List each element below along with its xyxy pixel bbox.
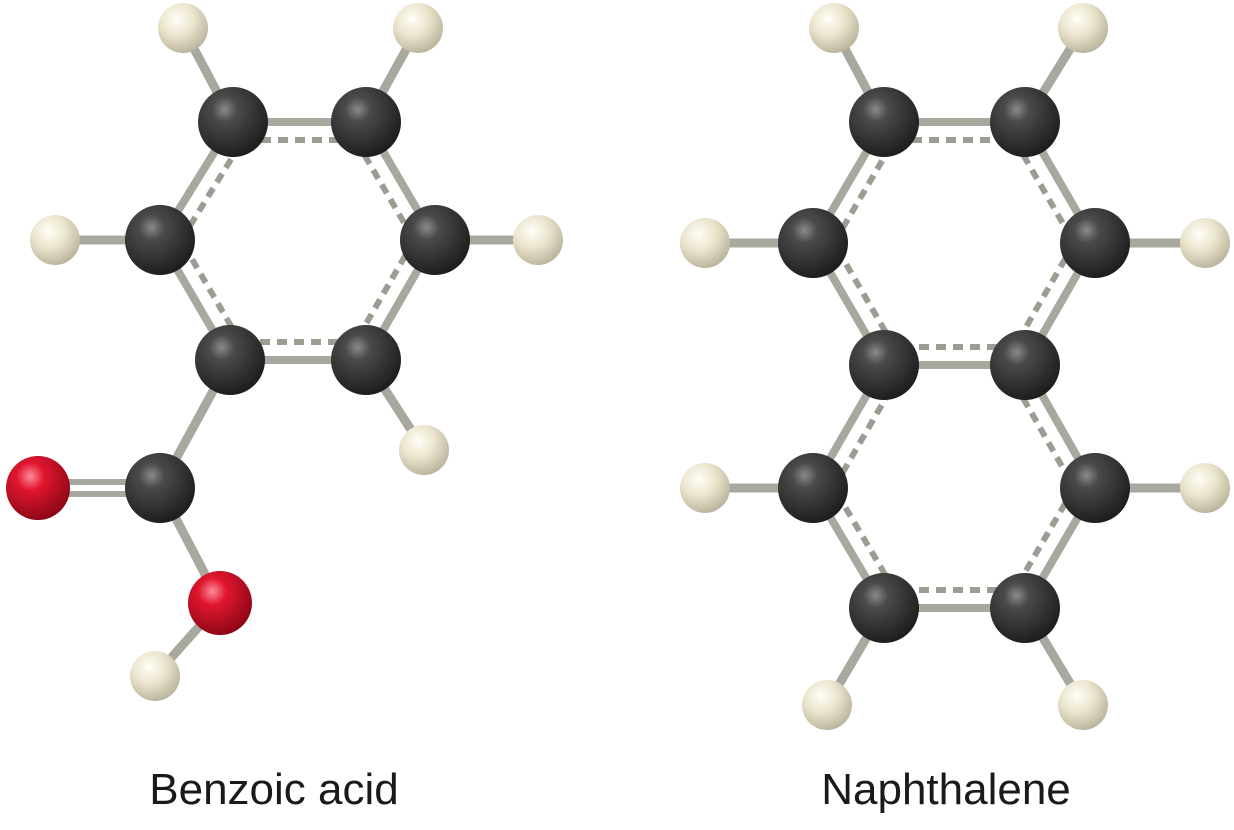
benzoic-ring-bond-dashed xyxy=(361,253,409,329)
hydrogen-atom xyxy=(158,3,208,53)
oxygen-atom xyxy=(188,571,252,635)
carbon-atom xyxy=(125,453,195,523)
carbon-atom xyxy=(990,330,1060,400)
hydrogen-atom xyxy=(1058,3,1108,53)
naphthalene-ring-bond-dashed xyxy=(840,501,888,577)
atom-layer xyxy=(6,3,1230,730)
naphthalene-ring-bond-dashed xyxy=(1020,501,1068,577)
carbon-atom xyxy=(331,325,401,395)
hydrogen-atom xyxy=(680,463,730,513)
naphthalene-ring-bond-dashed xyxy=(1020,153,1068,230)
carbon-atom xyxy=(331,87,401,157)
hydrogen-atom xyxy=(1180,218,1230,268)
hydrogen-atom xyxy=(130,651,180,701)
carbon-atom xyxy=(400,205,470,275)
hydrogen-atom xyxy=(1180,463,1230,513)
oxygen-atom xyxy=(6,456,70,520)
benzoic-ring-bond-dashed xyxy=(362,153,408,227)
carbon-atom xyxy=(125,205,195,275)
benzoic-ring-bond-dashed xyxy=(187,153,237,228)
naphthalene-ring-bond-dashed xyxy=(1020,396,1069,475)
hydrogen-atom xyxy=(513,215,563,265)
benzoic-ring-bond-dashed xyxy=(187,253,235,329)
hydrogen-atom xyxy=(1058,680,1108,730)
naphthalene-ring-bond-dashed xyxy=(840,256,889,334)
hydrogen-atom xyxy=(30,215,80,265)
carbon-atom xyxy=(195,325,265,395)
carbon-atom xyxy=(1060,208,1130,278)
hydrogen-atom xyxy=(680,218,730,268)
naphthalene-ring-bond-dashed xyxy=(840,153,888,230)
naphthalene-ring-bond-dashed xyxy=(839,396,889,475)
carbon-atom xyxy=(198,87,268,157)
carbon-atom xyxy=(778,453,848,523)
naphthalene-ring-bond-dashed xyxy=(1020,256,1069,334)
hydrogen-atom xyxy=(802,680,852,730)
hydrogen-atom xyxy=(809,3,859,53)
carbon-atom xyxy=(849,573,919,643)
carbon-atom xyxy=(849,330,919,400)
hydrogen-atom xyxy=(399,425,449,475)
carbon-atom xyxy=(1060,453,1130,523)
carbon-atom xyxy=(849,87,919,157)
benzoic-acid-label: Benzoic acid xyxy=(149,765,399,814)
carbon-atom xyxy=(990,87,1060,157)
naphthalene-label: Naphthalene xyxy=(821,765,1071,814)
hydrogen-atom xyxy=(393,3,443,53)
carbon-atom xyxy=(990,573,1060,643)
carbon-atom xyxy=(778,208,848,278)
